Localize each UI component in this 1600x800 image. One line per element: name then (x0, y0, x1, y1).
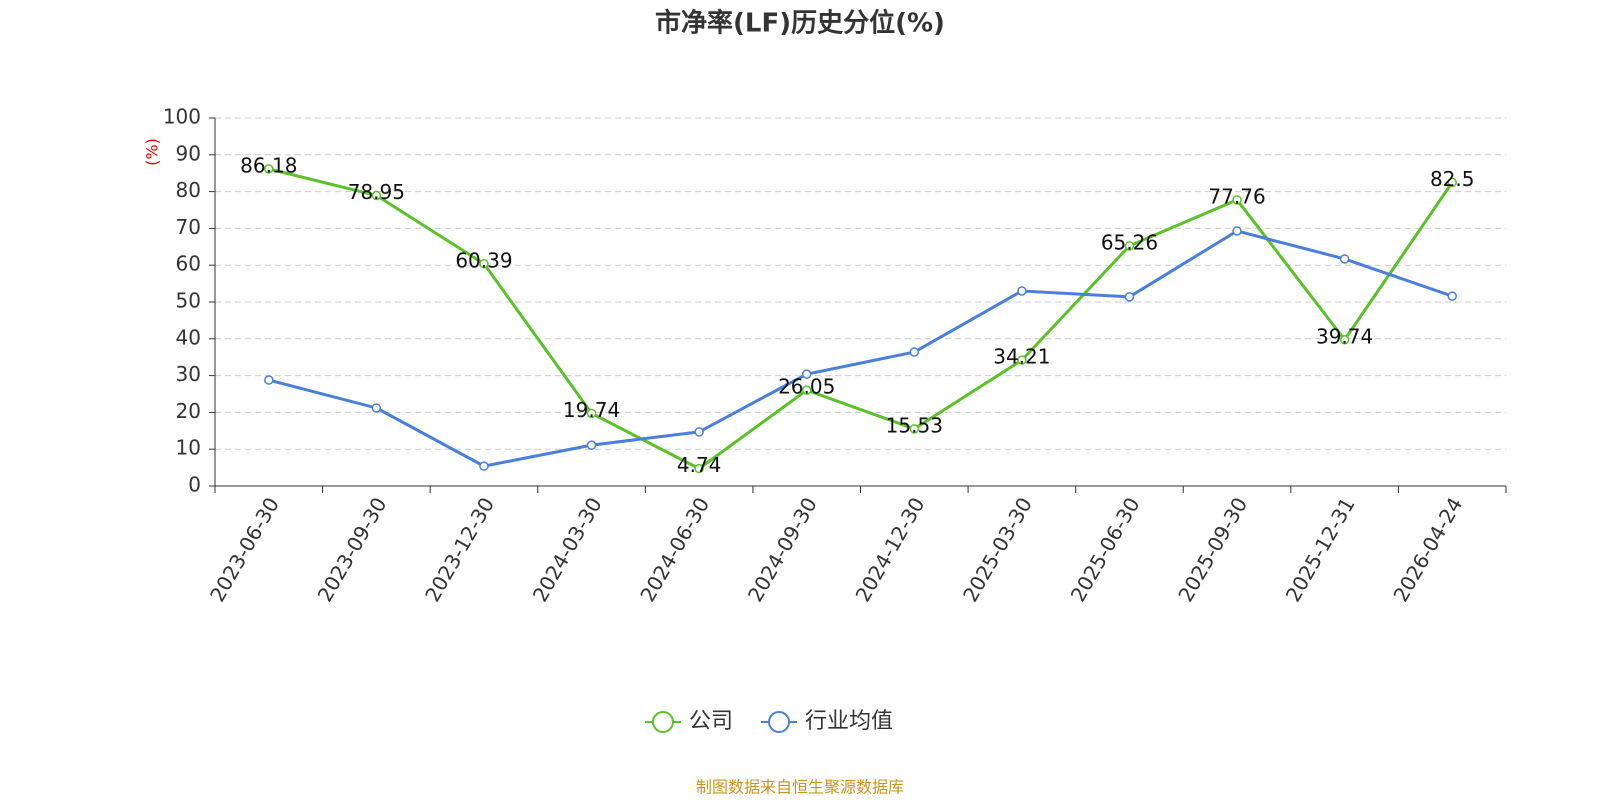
data-label: 77.76 (1208, 184, 1265, 208)
data-point (1017, 355, 1027, 365)
y-tick-label: 100 (163, 105, 201, 129)
data-point (586, 408, 597, 419)
x-tick-label: 2024-03-30 (528, 493, 607, 606)
y-axis-label: (%) (143, 138, 162, 166)
x-tick-label: 2025-03-30 (958, 493, 1037, 606)
data-point (371, 403, 382, 413)
data-point (1232, 195, 1242, 205)
data-label: 19.74 (563, 398, 620, 422)
data-label: 15.53 (886, 413, 943, 437)
data-point (1339, 335, 1350, 345)
data-point (909, 424, 920, 434)
y-tick-label: 20 (176, 399, 201, 423)
x-tick-label: 2023-12-30 (420, 493, 499, 606)
data-label: 78.95 (348, 180, 405, 204)
data-point (371, 190, 382, 201)
data-point (909, 347, 920, 357)
legend-marker (652, 711, 674, 733)
chart-title: 市净率(LF)历史分位(%) (655, 8, 945, 39)
data-point (1447, 177, 1457, 188)
x-tick-label: 2024-09-30 (743, 493, 822, 606)
data-point (586, 440, 597, 450)
y-tick-label: 70 (176, 215, 201, 239)
data-point (264, 164, 274, 174)
data-point (264, 375, 274, 385)
x-tick-label: 2025-06-30 (1066, 493, 1145, 606)
source-note: 制图数据来自恒生聚源数据库 (696, 778, 904, 797)
legend-label[interactable]: 行业均值 (805, 709, 893, 734)
x-tick-label: 2025-09-30 (1173, 493, 1252, 606)
data-point (694, 463, 704, 474)
x-tick-label: 2023-06-30 (205, 493, 284, 606)
y-tick-label: 60 (176, 252, 201, 276)
data-label: 4.74 (677, 453, 722, 477)
data-point (479, 259, 489, 269)
data-label: 65.26 (1101, 230, 1158, 254)
data-point (1447, 291, 1457, 301)
y-tick-label: 10 (176, 436, 201, 460)
data-label: 34.21 (993, 345, 1050, 369)
y-tick-label: 90 (176, 141, 201, 165)
data-point (1017, 286, 1027, 296)
data-point (1124, 292, 1135, 302)
data-label: 60.39 (455, 248, 512, 272)
data-point (1339, 254, 1350, 264)
data-point (1124, 241, 1135, 251)
x-tick-label: 2024-06-30 (635, 493, 714, 606)
x-tick-label: 2026-04-24 (1388, 493, 1467, 606)
data-point (801, 369, 812, 379)
data-point (1232, 226, 1242, 236)
y-tick-label: 80 (176, 178, 201, 202)
y-tick-label: 30 (176, 362, 201, 386)
series-line (268, 167, 1454, 471)
x-tick-label: 2025-12-31 (1281, 493, 1360, 606)
x-tick-label: 2023-09-30 (313, 493, 392, 606)
y-tick-label: 50 (176, 289, 201, 313)
data-label: 82.5 (1430, 167, 1475, 191)
data-label: 39.74 (1316, 324, 1373, 348)
y-tick-label: 40 (176, 325, 201, 349)
legend-label[interactable]: 公司 (689, 709, 733, 734)
legend-marker (768, 711, 791, 733)
data-point (479, 461, 489, 471)
series-line (268, 229, 1453, 468)
y-tick-label: 0 (188, 473, 201, 497)
x-tick-label: 2024-12-30 (850, 493, 929, 606)
data-point (801, 385, 812, 395)
data-label: 86.18 (240, 153, 297, 177)
data-point (694, 427, 704, 437)
